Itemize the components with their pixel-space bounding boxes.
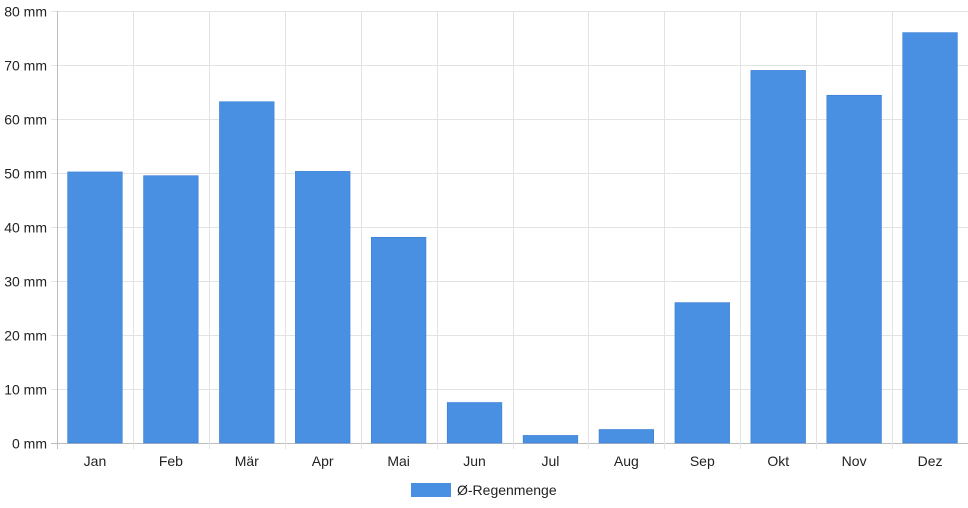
bar-feb[interactable] [143,175,199,444]
x-tick-label: Jun [463,453,486,469]
y-tick-label: 60 mm [4,112,47,128]
y-tick-label: 0 mm [12,436,47,452]
bar-jul[interactable] [522,435,579,444]
bar-dez[interactable] [902,32,958,444]
x-tick-label: Aug [614,453,639,469]
x-tick-label: Jan [84,453,107,469]
bar-nov[interactable] [826,94,882,444]
bar-apr[interactable] [295,171,351,444]
x-tick-label: Jul [542,453,560,469]
y-tick-label: 50 mm [4,166,47,182]
x-tick-label: Mai [387,453,410,469]
legend[interactable]: Ø-Regenmenge [411,482,557,498]
bar-mai[interactable] [370,236,427,444]
x-tick-label: Feb [159,453,183,469]
legend-swatch [411,483,451,497]
x-tick-label: Sep [690,453,715,469]
x-tick-label: Dez [918,453,943,469]
legend-label: Ø-Regenmenge [457,482,557,498]
bar-jun[interactable] [446,402,503,444]
bar-aug[interactable] [598,429,655,444]
bar-mär[interactable] [219,101,275,444]
x-tick-label: Mär [235,453,259,469]
y-tick-label: 80 mm [4,4,47,20]
y-axis: 0 mm 10 mm 20 mm 30 mm 40 mm 50 mm 60 mm 70 mm 8… [4,4,47,452]
bar-jan[interactable] [67,171,123,444]
grid-lines [51,11,968,449]
y-tick-label: 40 mm [4,220,47,236]
y-tick-label: 30 mm [4,274,47,290]
y-tick-label: 70 mm [4,58,47,74]
x-tick-label: Apr [312,453,334,469]
x-tick-label: Nov [842,453,867,469]
y-tick-label: 20 mm [4,328,47,344]
x-axis: Jan Feb Mär Apr Mai Jun Jul Aug Sep Okt Nov Dez [84,453,943,469]
bar-sep[interactable] [674,302,730,444]
y-tick-label: 10 mm [4,382,47,398]
x-tick-label: Okt [767,453,789,469]
bar-okt[interactable] [750,70,806,444]
bars [67,32,958,444]
